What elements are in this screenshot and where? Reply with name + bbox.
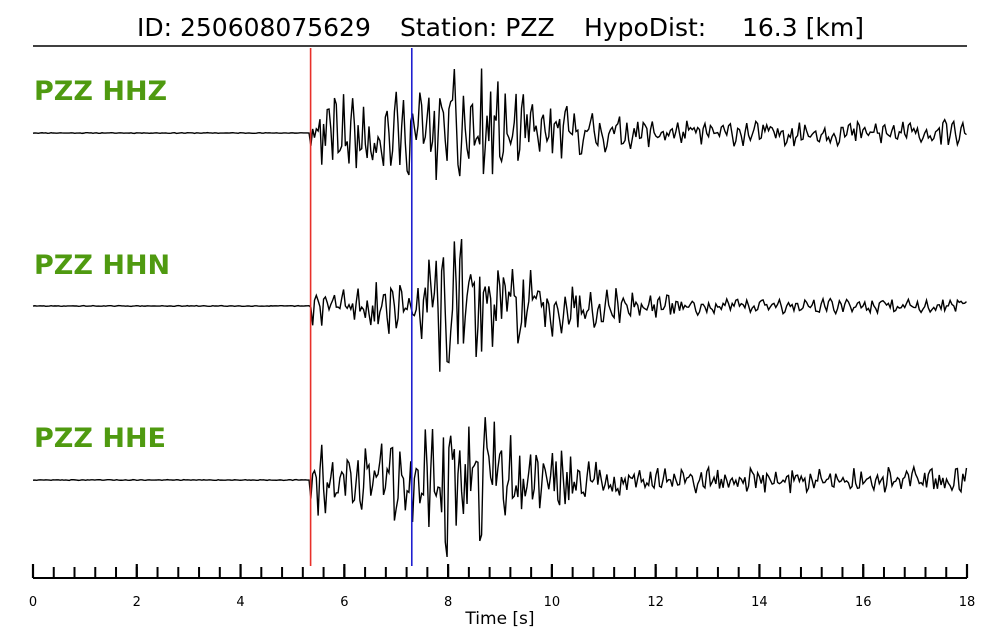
chart-title-id: ID: 250608075629 xyxy=(137,13,371,42)
x-tick-label: 18 xyxy=(959,595,976,610)
x-tick-label: 0 xyxy=(29,595,37,610)
channel-label-hhe: PZZ HHE xyxy=(34,423,166,454)
chart-title-station: Station: PZZ xyxy=(400,13,555,42)
x-tick-label: 8 xyxy=(444,595,452,610)
waveform-pzz-hhz xyxy=(32,68,967,181)
x-tick-label: 16 xyxy=(855,595,872,610)
channel-label-hhz: PZZ HHZ xyxy=(34,76,167,107)
x-tick-label: 6 xyxy=(340,595,348,610)
waveform-pzz-hhn xyxy=(32,238,967,372)
chart-title-hypodist-label: HypoDist: xyxy=(584,13,706,42)
x-tick-label: 14 xyxy=(751,595,768,610)
x-axis: 0 2 4 6 8 10 12 14 16 18 xyxy=(29,564,975,610)
chart-title-hypodist-value: 16.3 [km] xyxy=(742,13,864,42)
pick-markers-group xyxy=(309,48,413,566)
x-tick-label: 10 xyxy=(544,595,561,610)
waveform-pzz-hhe xyxy=(32,417,968,558)
x-tick-label: 4 xyxy=(236,595,244,610)
traces-group xyxy=(32,68,968,558)
x-tick-label: 2 xyxy=(133,595,141,610)
x-tick-label: 12 xyxy=(647,595,664,610)
x-axis-label: Time [s] xyxy=(464,609,534,629)
channel-label-hhn: PZZ HHN xyxy=(34,250,170,281)
